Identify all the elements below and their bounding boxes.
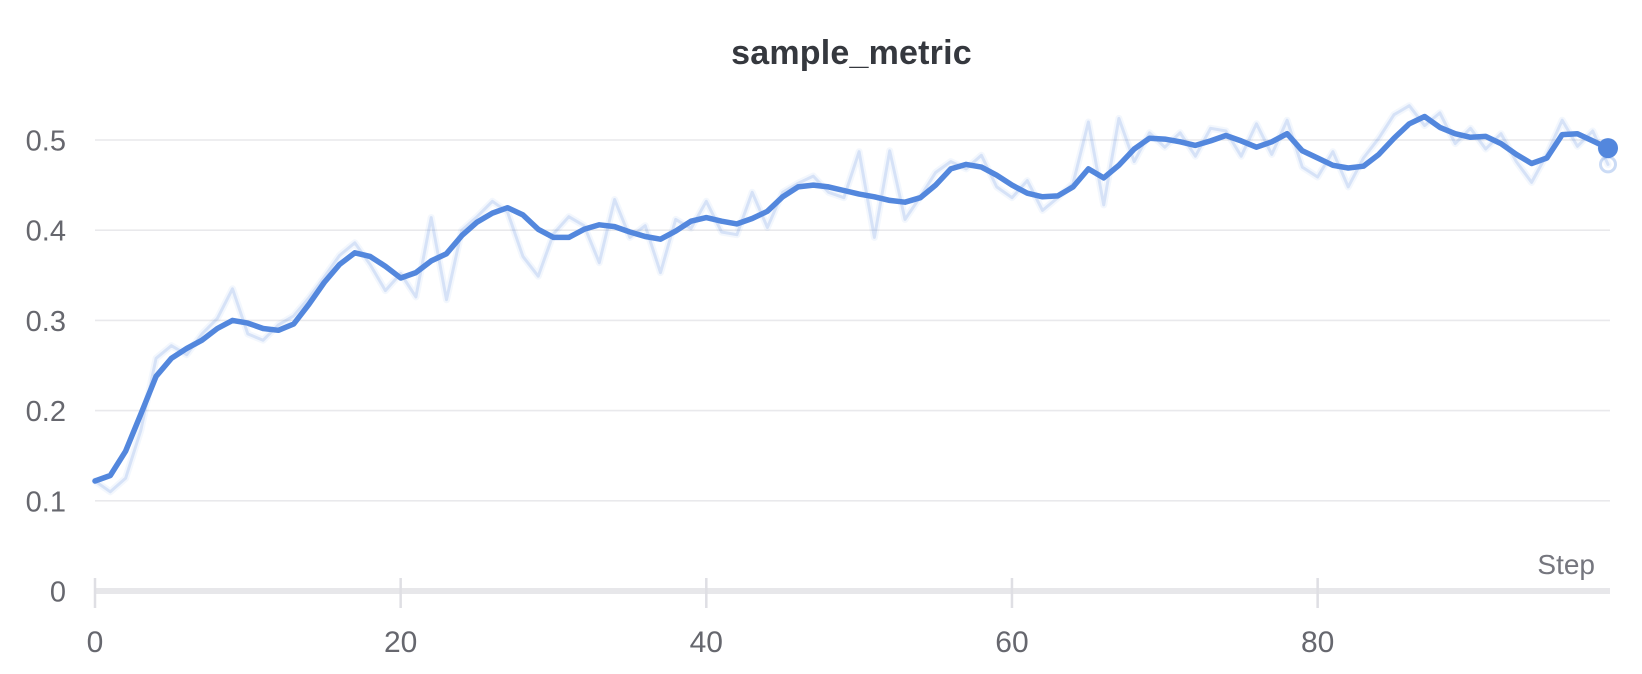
- x-tick: [1010, 578, 1014, 608]
- y-tick-label: 0.2: [26, 396, 66, 428]
- x-tick-label: 80: [1301, 626, 1334, 659]
- y-tick-label: 0.4: [26, 216, 66, 248]
- x-axis-title: Step: [1537, 549, 1595, 580]
- x-tick: [1316, 578, 1319, 608]
- x-tick: [93, 578, 97, 608]
- y-tick-label: 0.1: [26, 486, 66, 518]
- last-point-marker[interactable]: [1598, 138, 1618, 159]
- x-tick-label: 60: [995, 626, 1028, 659]
- chart-title: sample_metric: [731, 34, 972, 72]
- x-tick-label: 0: [87, 626, 104, 659]
- y-tick-label: 0.5: [26, 126, 66, 158]
- x-tick: [399, 578, 402, 608]
- raw-series-halo: [91, 102, 1612, 496]
- smoothed-series-line: [92, 113, 1611, 484]
- y-tick-label: 0.3: [26, 306, 66, 338]
- y-tick-label: 0: [50, 577, 66, 609]
- x-axis-line: [95, 588, 1610, 594]
- x-tick-label: 40: [690, 626, 723, 659]
- raw-series-line: [93, 104, 1610, 494]
- x-tick: [705, 578, 708, 608]
- x-tick-label: 20: [384, 626, 417, 659]
